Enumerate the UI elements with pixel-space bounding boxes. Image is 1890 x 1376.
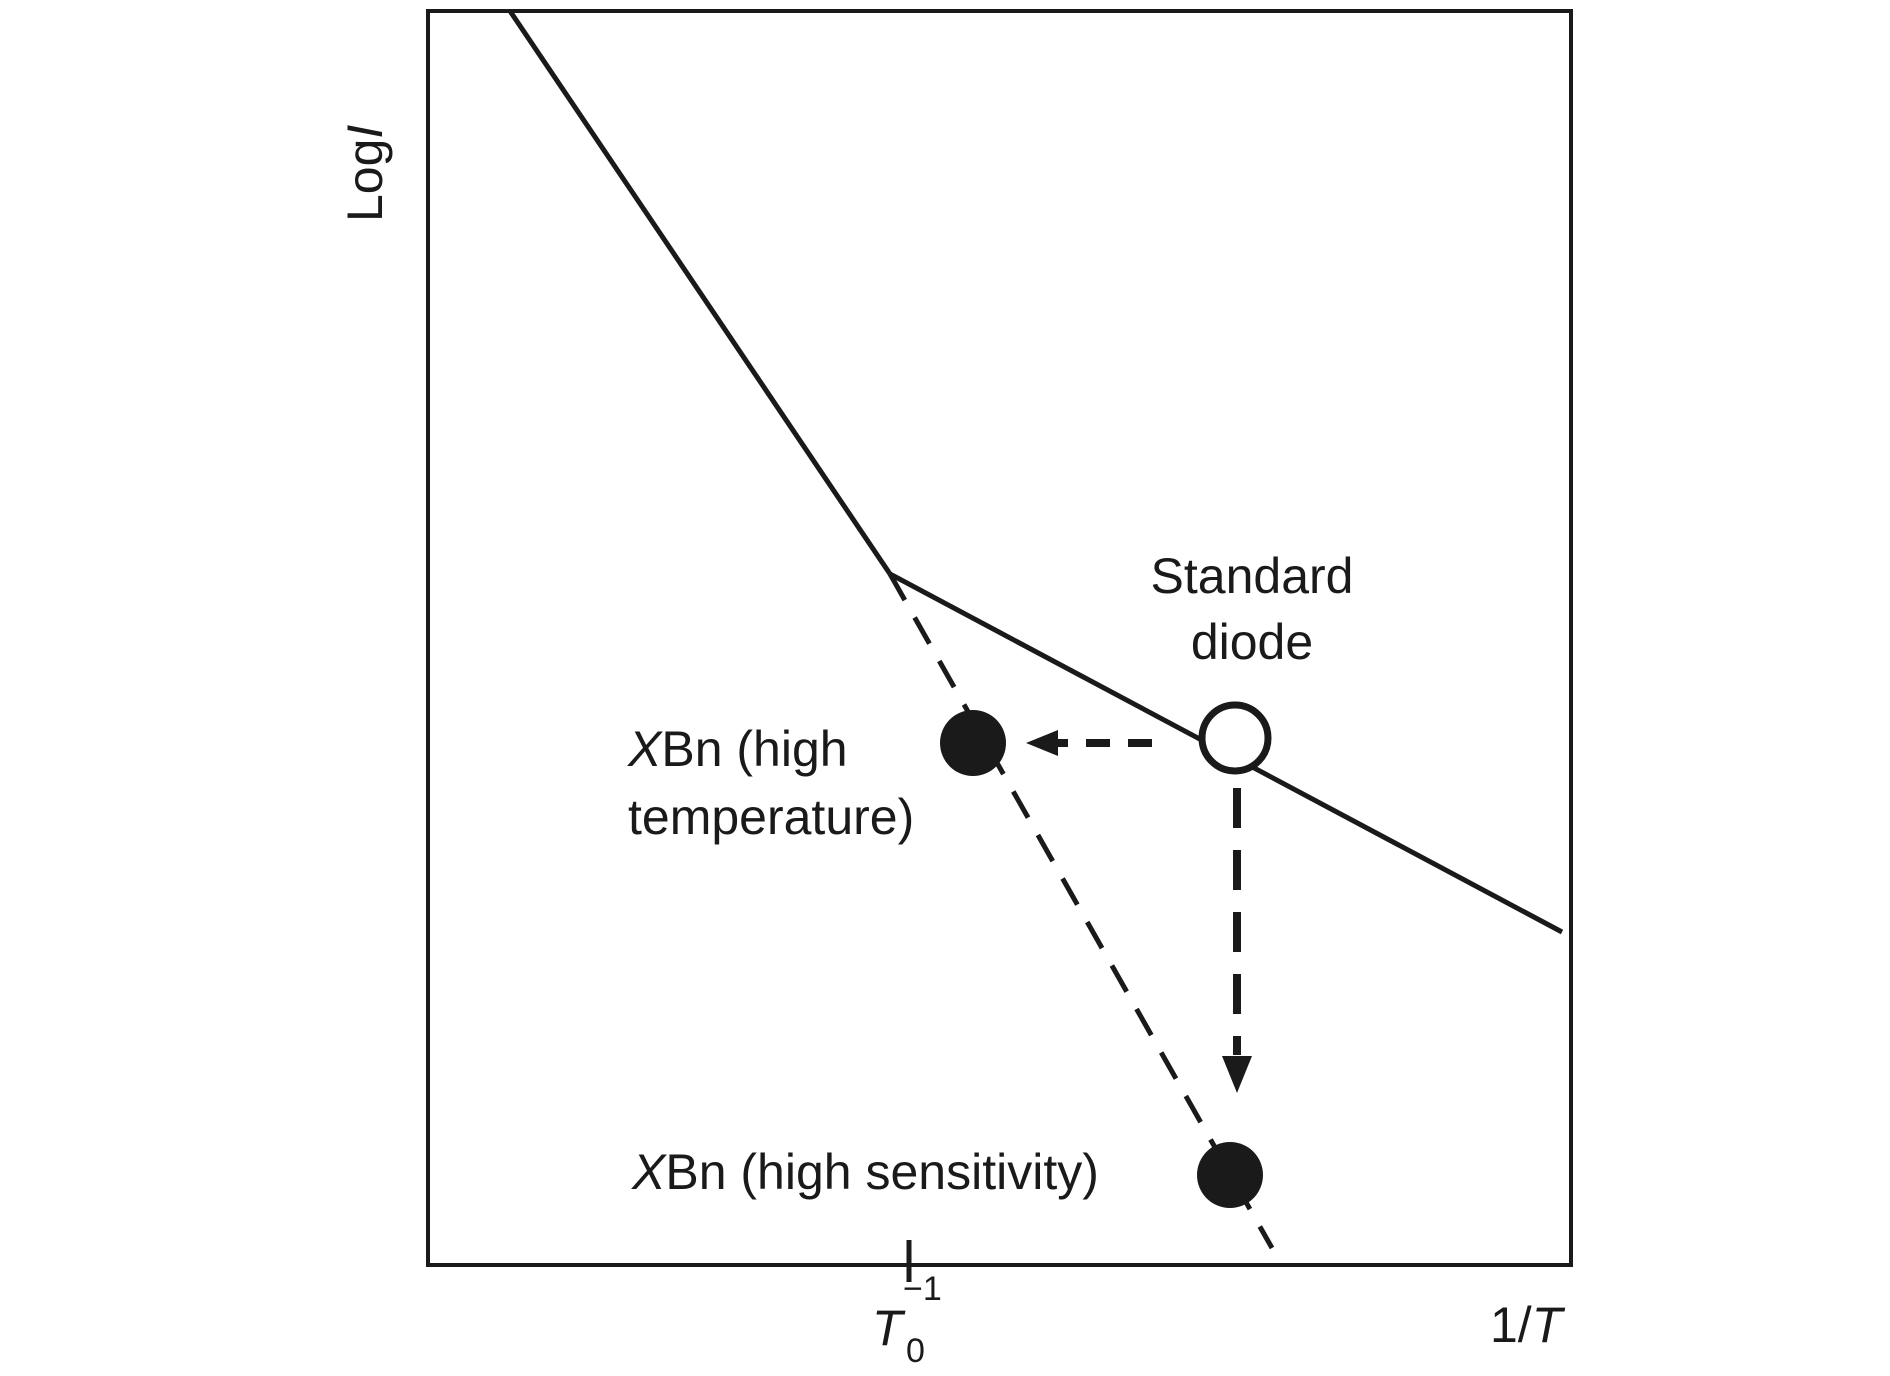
high-temperature-branch-line — [507, 9, 893, 576]
standard-diode-label-line1: Standard — [1151, 548, 1354, 604]
xbn-high-sensitivity-marker — [1197, 1142, 1263, 1208]
arrow-left-head — [1026, 730, 1058, 756]
y-axis-label: LogI — [337, 125, 393, 222]
x-tick-label-base: T — [872, 1300, 906, 1356]
x-axis-label: 1/T — [1490, 1297, 1566, 1353]
xbn-high-sensitivity-label: XBn (high sensitivity) — [631, 1144, 1099, 1200]
x-tick-label-subscript: 0 — [906, 1332, 925, 1370]
plot-frame — [426, 9, 1573, 1267]
x-tick-label-superscript: −1 — [903, 1270, 942, 1308]
standard-diode-label-line2: diode — [1191, 614, 1313, 670]
xbn-high-temperature-label-line1: XBn (high — [627, 721, 848, 777]
standard-diode-marker — [1198, 701, 1272, 775]
xbn-extrapolated-dashed-line — [887, 572, 1275, 1250]
xbn-high-temperature-marker — [940, 710, 1006, 776]
xbn-high-temperature-label-line2: temperature) — [628, 789, 914, 845]
arrow-down-head — [1222, 1056, 1252, 1093]
